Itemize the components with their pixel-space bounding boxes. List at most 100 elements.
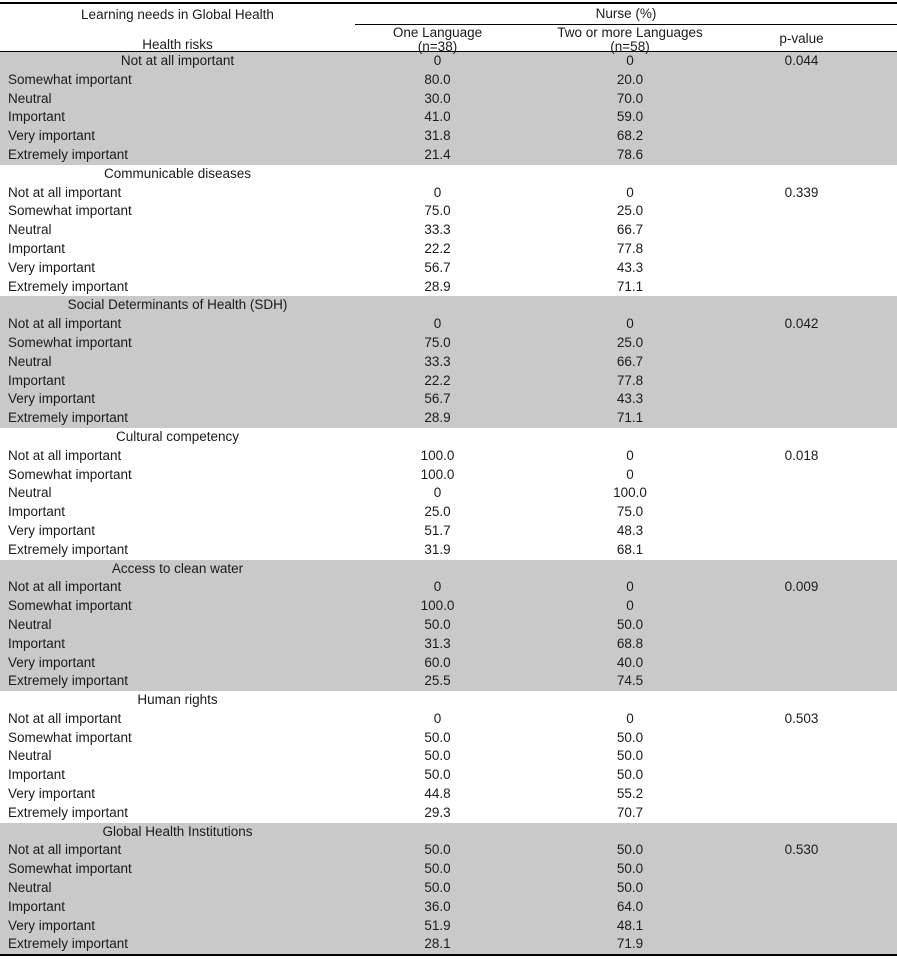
table-row: Important 41.0 59.0 <box>0 108 897 127</box>
table-section: Social Determinants of Health (SDH) Not … <box>0 296 897 428</box>
row-label: Somewhat important <box>8 729 132 745</box>
p-value: 0.530 <box>784 842 819 858</box>
two-languages-value: 68.2 <box>616 128 644 144</box>
two-languages-value: 50.0 <box>616 842 644 858</box>
p-value <box>740 259 897 278</box>
one-language-value: 0 <box>433 316 442 332</box>
two-languages-value: 50.0 <box>616 880 644 896</box>
p-value <box>740 372 897 391</box>
table-row: Very important 51.9 48.1 <box>0 917 897 936</box>
p-value <box>740 879 897 898</box>
p-value <box>740 672 897 691</box>
one-language-n: (n=38) <box>417 38 458 54</box>
p-value <box>740 747 897 766</box>
p-value <box>740 202 897 221</box>
table-body: Not at all important 0 0 0.044 Somewhat … <box>0 52 897 957</box>
column-group-header-nurse: Nurse (%) <box>355 4 897 25</box>
one-language-value: 30.0 <box>424 90 451 106</box>
one-language-value: 50.0 <box>424 880 451 896</box>
row-label: Neutral <box>8 485 52 501</box>
one-language-value: 31.3 <box>424 635 451 651</box>
p-value <box>740 240 897 259</box>
table-row: Not at all important 100.0 0 0.018 <box>0 447 897 466</box>
row-label: Not at all important <box>8 842 122 858</box>
row-label: Extremely important <box>8 278 129 294</box>
column-header-health-risks: Health risks <box>142 36 213 52</box>
two-languages-value: 66.7 <box>616 353 644 369</box>
two-languages-label: Two or more Languages <box>557 25 703 40</box>
section-title-row: Cultural competency <box>0 428 897 447</box>
p-value <box>740 278 897 297</box>
p-value <box>740 390 897 409</box>
two-languages-value: 0 <box>626 710 634 726</box>
two-languages-value: 71.9 <box>616 936 644 952</box>
row-label: Extremely important <box>8 804 129 820</box>
p-value: 0.339 <box>784 184 819 200</box>
row-label: Very important <box>8 522 96 538</box>
p-value <box>740 428 897 447</box>
table-row: Not at all important 0 0 0.044 <box>0 52 897 71</box>
table-section: Not at all important 0 0 0.044 Somewhat … <box>0 52 897 165</box>
one-language-value: 28.9 <box>424 278 451 294</box>
two-languages-value: 68.8 <box>616 635 644 651</box>
one-language-value: 22.2 <box>424 240 451 256</box>
row-label: Important <box>8 898 66 914</box>
row-label: Not at all important <box>8 710 122 726</box>
table-row: Neutral 33.3 66.7 <box>0 221 897 240</box>
p-value <box>740 503 897 522</box>
one-language-value: 25.5 <box>424 673 451 689</box>
table-section: Global Health Institutions Not at all im… <box>0 822 897 955</box>
table-row: Important 50.0 50.0 <box>0 766 897 785</box>
p-value <box>740 766 897 785</box>
two-languages-value <box>520 823 740 842</box>
row-label: Somewhat important <box>8 334 132 350</box>
section-title-row: Communicable diseases <box>0 165 897 184</box>
header-subcolumns: One Language (n=38) Two or more Language… <box>355 25 897 53</box>
column-header-one-language: One Language (n=38) <box>355 25 520 53</box>
two-languages-value: 66.7 <box>616 222 644 238</box>
p-value: 0.044 <box>784 53 819 68</box>
table-row: Extremely important 28.1 71.9 <box>0 935 897 954</box>
row-label: Extremely important <box>8 410 129 426</box>
two-languages-value: 0 <box>626 466 634 482</box>
two-languages-value: 0 <box>626 598 634 614</box>
table-header: Learning needs in Global Health Health r… <box>0 2 897 53</box>
table-section: Cultural competency Not at all important… <box>0 427 897 560</box>
row-label: Somewhat important <box>8 203 132 219</box>
section-title-row: Human rights <box>0 691 897 710</box>
table-row: Very important 56.7 43.3 <box>0 390 897 409</box>
table-row: Extremely important 21.4 78.6 <box>0 146 897 165</box>
section-title-row: Global Health Institutions <box>0 823 897 842</box>
row-label: Extremely important <box>8 673 129 689</box>
one-language-value: 28.9 <box>424 410 451 426</box>
table-row: Not at all important 0 0 0.009 <box>0 578 897 597</box>
table-row: Neutral 30.0 70.0 <box>0 90 897 109</box>
table-row: Extremely important 28.9 71.1 <box>0 278 897 297</box>
two-languages-value: 64.0 <box>616 898 644 914</box>
p-value <box>740 108 897 127</box>
table-row: Neutral 50.0 50.0 <box>0 616 897 635</box>
one-language-value <box>355 296 520 315</box>
two-languages-value: 50.0 <box>616 748 644 764</box>
one-language-value <box>355 428 520 447</box>
two-languages-value: 40.0 <box>616 654 644 670</box>
row-label: Very important <box>8 654 96 670</box>
one-language-value: 29.3 <box>424 804 451 820</box>
one-language-value: 36.0 <box>424 898 451 914</box>
one-language-value: 25.0 <box>424 504 451 520</box>
two-languages-value: 43.3 <box>616 391 644 407</box>
p-value <box>740 804 897 823</box>
table-row: Important 25.0 75.0 <box>0 503 897 522</box>
two-languages-value: 0 <box>626 53 634 68</box>
p-value: 0.042 <box>784 316 819 332</box>
row-label: Neutral <box>8 222 52 238</box>
p-value <box>740 409 897 428</box>
table-row: Very important 51.7 48.3 <box>0 522 897 541</box>
table-row: Very important 44.8 55.2 <box>0 785 897 804</box>
table-row: Somewhat important 80.0 20.0 <box>0 71 897 90</box>
section-title: Global Health Institutions <box>102 823 253 839</box>
one-language-value: 50.0 <box>424 616 451 632</box>
p-value <box>740 541 897 560</box>
two-languages-value: 48.3 <box>616 522 644 538</box>
one-language-value: 21.4 <box>424 146 451 162</box>
